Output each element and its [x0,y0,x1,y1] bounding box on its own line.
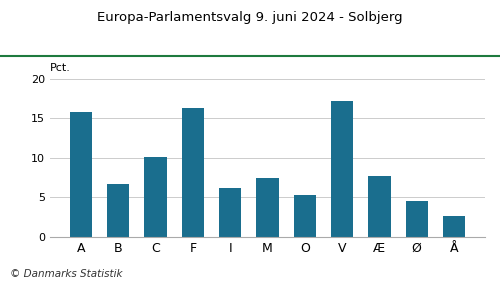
Bar [331,101,353,237]
Bar [443,216,465,237]
Bar [256,179,278,237]
Bar [406,201,428,237]
Bar [107,184,130,237]
Bar [70,112,92,237]
Text: © Danmarks Statistik: © Danmarks Statistik [10,269,122,279]
Bar [219,188,242,237]
Text: Europa-Parlamentsvalg 9. juni 2024 - Solbjerg: Europa-Parlamentsvalg 9. juni 2024 - Sol… [97,11,403,24]
Text: Pct.: Pct. [50,63,71,73]
Bar [294,195,316,237]
Bar [182,108,204,237]
Bar [144,157,167,237]
Bar [368,176,390,237]
